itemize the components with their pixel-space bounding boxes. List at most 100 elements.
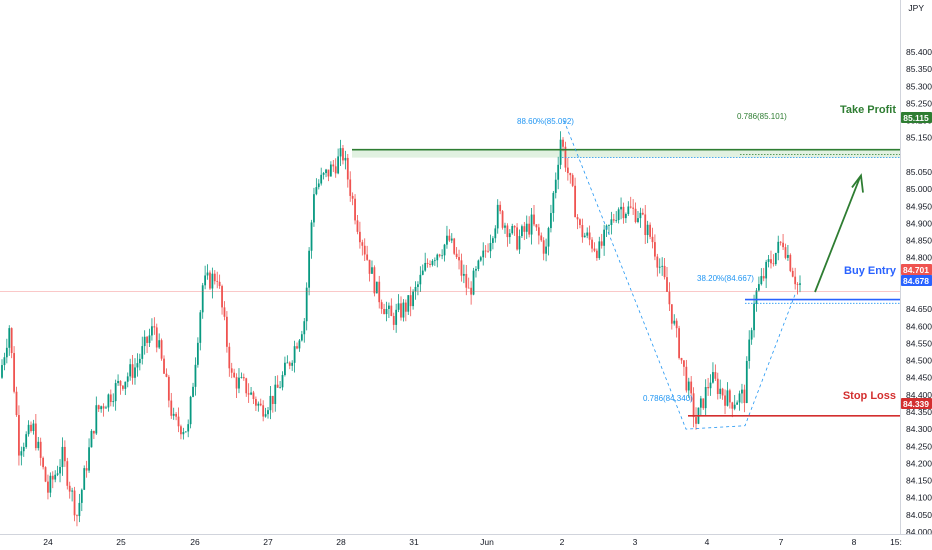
candle	[339, 139, 342, 167]
currency-label: JPY	[908, 3, 924, 13]
candle	[615, 211, 618, 223]
candle	[293, 340, 296, 373]
candle	[56, 465, 59, 477]
candle	[639, 207, 642, 228]
candle	[654, 234, 656, 261]
candle	[690, 376, 693, 402]
candle	[390, 298, 393, 317]
candle	[687, 377, 690, 398]
candle	[267, 407, 269, 419]
candle	[153, 317, 156, 335]
candle	[736, 400, 739, 405]
candle	[3, 352, 6, 371]
y-tick-label: 84.100	[906, 493, 932, 503]
candle	[288, 361, 291, 370]
candle	[692, 387, 695, 428]
candle	[593, 242, 596, 253]
candle	[407, 295, 410, 315]
candle	[18, 405, 20, 466]
price-axis[interactable]: 84.000 84.050 84.100 84.150 84.200 84.250 84.3…	[900, 0, 932, 537]
candle	[235, 373, 238, 399]
candle	[80, 488, 83, 512]
candle	[279, 381, 281, 389]
candle	[206, 264, 209, 280]
candle	[523, 221, 526, 241]
candle	[767, 255, 770, 268]
time-axis[interactable]: 24 25 26 27 28 31 Jun 2 3 4 7 8 15:	[0, 534, 932, 548]
candle	[765, 259, 768, 289]
y-tick-label: 84.650	[906, 304, 932, 314]
candle	[494, 225, 497, 243]
candle	[59, 459, 61, 483]
candle	[462, 264, 465, 284]
candle	[100, 405, 103, 413]
y-tick-label: 84.400	[906, 390, 932, 400]
candle	[122, 385, 124, 391]
candle	[95, 396, 98, 435]
buy-entry-price-tag-text: 84.678	[903, 276, 929, 286]
candle	[646, 220, 649, 244]
candle	[225, 311, 228, 353]
candle	[513, 225, 516, 236]
x-tick-label: 15:	[890, 537, 902, 547]
candle	[44, 466, 47, 483]
candle	[187, 419, 190, 438]
candle	[668, 282, 671, 312]
candle	[508, 229, 511, 244]
candle	[373, 265, 376, 297]
x-tick-label: Jun	[480, 537, 494, 547]
candle	[344, 150, 347, 170]
candle	[167, 374, 170, 408]
candle	[569, 172, 572, 184]
candle	[489, 234, 492, 259]
candlestick-series	[1, 131, 801, 527]
candle	[78, 493, 81, 523]
candle	[537, 223, 540, 245]
candle	[138, 353, 141, 371]
trade-overlays	[0, 120, 900, 430]
candle	[119, 380, 122, 395]
candle	[533, 205, 535, 227]
candle	[163, 355, 165, 374]
candle	[610, 211, 613, 235]
candle	[255, 396, 257, 412]
candle	[397, 294, 400, 313]
candle	[412, 289, 414, 310]
target-arrow-shaft	[814, 176, 861, 293]
candle	[296, 342, 298, 350]
candle	[409, 286, 412, 317]
candle	[741, 383, 743, 404]
candle	[172, 407, 175, 420]
candle	[472, 267, 475, 296]
y-tick-label: 84.150	[906, 476, 932, 486]
y-tick-label: 84.850	[906, 236, 932, 246]
candle	[305, 282, 308, 331]
candle	[627, 201, 630, 216]
candle	[291, 360, 294, 371]
fib-annotation-88-6: 88.60%(85.092)	[517, 117, 574, 126]
candle	[141, 336, 144, 365]
candle	[136, 353, 139, 377]
candle	[501, 209, 504, 230]
candle	[395, 303, 398, 333]
candle	[204, 265, 207, 290]
candle	[346, 153, 349, 188]
candle	[600, 233, 603, 249]
x-tick-label: 2	[560, 537, 565, 547]
candle	[683, 360, 685, 376]
candle	[218, 274, 221, 289]
candle	[54, 470, 57, 483]
candle	[716, 372, 719, 400]
candle	[678, 325, 680, 360]
candle	[10, 327, 13, 359]
candle	[39, 437, 42, 466]
candle	[76, 514, 78, 527]
candle	[310, 219, 313, 259]
candle	[528, 216, 531, 238]
candle	[165, 368, 168, 378]
candle	[774, 252, 777, 266]
candle	[419, 266, 422, 292]
candle	[433, 257, 436, 266]
candle	[574, 177, 577, 218]
